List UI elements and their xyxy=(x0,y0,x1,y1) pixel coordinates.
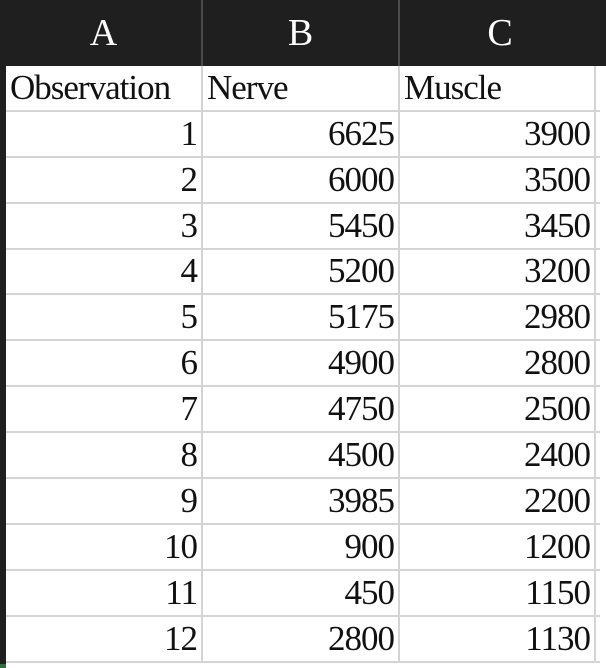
cell-c1[interactable]: Muscle xyxy=(400,66,596,110)
cell-grid: Observation Nerve Muscle 1 6625 3900 2 6… xyxy=(6,66,600,663)
cell-muscle[interactable]: 3900 xyxy=(400,111,596,156)
cell-muscle[interactable]: 2500 xyxy=(400,387,596,432)
cell-nerve[interactable]: 2800 xyxy=(203,616,400,661)
cell-muscle[interactable]: 3500 xyxy=(400,157,596,202)
cell-a1[interactable]: Observation xyxy=(6,66,203,110)
table-row: 12 2800 1130 xyxy=(6,616,600,663)
cell-observation[interactable]: 2 xyxy=(6,157,203,202)
cell-muscle[interactable]: 2400 xyxy=(400,433,596,478)
cell-muscle[interactable]: 3200 xyxy=(400,249,596,294)
cell-nerve[interactable]: 4750 xyxy=(203,387,400,432)
cell-observation[interactable]: 6 xyxy=(6,341,203,386)
sheet-tab-edge xyxy=(0,664,6,668)
cell-observation[interactable]: 9 xyxy=(6,479,203,523)
cell-nerve[interactable]: 900 xyxy=(203,524,400,569)
cell-muscle[interactable]: 1150 xyxy=(400,570,596,615)
cell-nerve[interactable]: 5200 xyxy=(203,249,400,294)
cell-muscle[interactable]: 1200 xyxy=(400,524,596,569)
cell-b1[interactable]: Nerve xyxy=(203,66,400,110)
table-row: 1 6625 3900 xyxy=(6,111,600,158)
cell-observation[interactable]: 7 xyxy=(6,387,203,432)
table-row: 9 3985 2200 xyxy=(6,479,600,525)
cell-nerve[interactable]: 3985 xyxy=(203,479,400,523)
cell-observation[interactable]: 10 xyxy=(6,524,203,569)
table-row: 11 450 1150 xyxy=(6,570,600,617)
table-row: 4 5200 3200 xyxy=(6,249,600,296)
cell-muscle[interactable]: 2800 xyxy=(400,341,596,386)
cell-nerve[interactable]: 4500 xyxy=(203,433,400,478)
table-row: 7 4750 2500 xyxy=(6,387,600,434)
cell-observation[interactable]: 5 xyxy=(6,295,203,340)
table-header-row: Observation Nerve Muscle xyxy=(6,66,600,112)
table-row: 6 4900 2800 xyxy=(6,341,600,388)
cell-observation[interactable]: 4 xyxy=(6,249,203,294)
row-header-edge xyxy=(0,0,6,668)
table-row: 8 4500 2400 xyxy=(6,433,600,480)
cell-nerve[interactable]: 5175 xyxy=(203,295,400,340)
cell-muscle[interactable]: 2200 xyxy=(400,479,596,523)
cell-nerve[interactable]: 5450 xyxy=(203,203,400,248)
cell-observation[interactable]: 12 xyxy=(6,616,203,661)
cell-nerve[interactable]: 6625 xyxy=(203,111,400,156)
cell-muscle[interactable]: 3450 xyxy=(400,203,596,248)
cell-nerve[interactable]: 450 xyxy=(203,570,400,615)
cell-observation[interactable]: 8 xyxy=(6,433,203,478)
column-header-b[interactable]: B xyxy=(203,0,400,66)
cell-observation[interactable]: 11 xyxy=(6,570,203,615)
column-header-c[interactable]: C xyxy=(487,12,513,54)
table-row: 5 5175 2980 xyxy=(6,295,600,342)
table-row: 3 5450 3450 xyxy=(6,203,600,250)
column-header-row: A B C xyxy=(6,0,606,66)
cell-muscle[interactable]: 2980 xyxy=(400,295,596,340)
table-row: 2 6000 3500 xyxy=(6,157,600,204)
cell-muscle[interactable]: 1130 xyxy=(400,616,596,661)
cell-nerve[interactable]: 6000 xyxy=(203,157,400,202)
column-header-a[interactable]: A xyxy=(6,0,203,66)
table-row: 10 900 1200 xyxy=(6,524,600,571)
cell-nerve[interactable]: 4900 xyxy=(203,341,400,386)
cell-observation[interactable]: 3 xyxy=(6,203,203,248)
cell-observation[interactable]: 1 xyxy=(6,111,203,156)
